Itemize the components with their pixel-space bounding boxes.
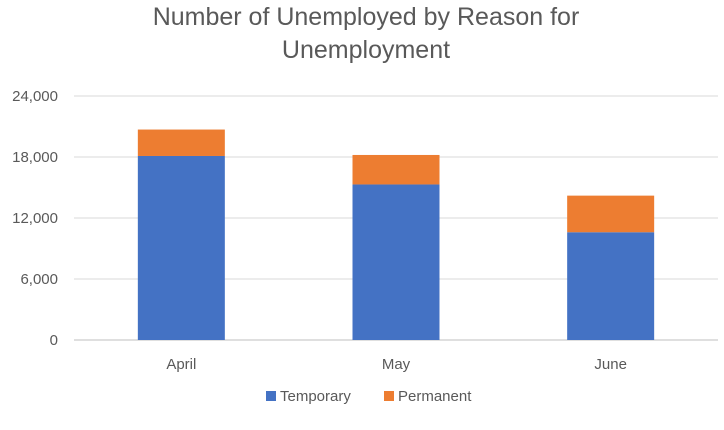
bar-permanent-may — [352, 154, 440, 185]
chart-title-line-2: Unemployment — [282, 36, 450, 64]
bar-permanent-june — [567, 195, 655, 233]
x-tick-label: May — [382, 356, 411, 373]
y-tick-label: 0 — [50, 332, 58, 349]
x-tick-label: April — [166, 356, 196, 373]
legend-swatch-permanent — [384, 391, 394, 401]
chart-title-line-1: Number of Unemployed by Reason for — [153, 3, 580, 31]
y-tick-label: 12,000 — [12, 210, 58, 227]
bar-temporary-june — [567, 232, 655, 340]
bar-temporary-april — [137, 155, 225, 340]
legend-label-temporary: Temporary — [280, 388, 351, 405]
y-tick-label: 6,000 — [20, 271, 58, 288]
legend-swatch-temporary — [266, 391, 276, 401]
legend: Temporary Permanent — [266, 388, 472, 405]
x-tick-label: June — [594, 356, 627, 373]
y-tick-label: 18,000 — [12, 149, 58, 166]
bars — [137, 129, 655, 340]
y-axis-ticks: 0 6,000 12,000 18,000 24,000 — [12, 88, 58, 349]
legend-label-permanent: Permanent — [398, 388, 472, 405]
x-axis-ticks: April May June — [166, 356, 627, 373]
bar-temporary-may — [352, 184, 440, 340]
bar-permanent-april — [137, 129, 225, 156]
y-tick-label: 24,000 — [12, 88, 58, 105]
